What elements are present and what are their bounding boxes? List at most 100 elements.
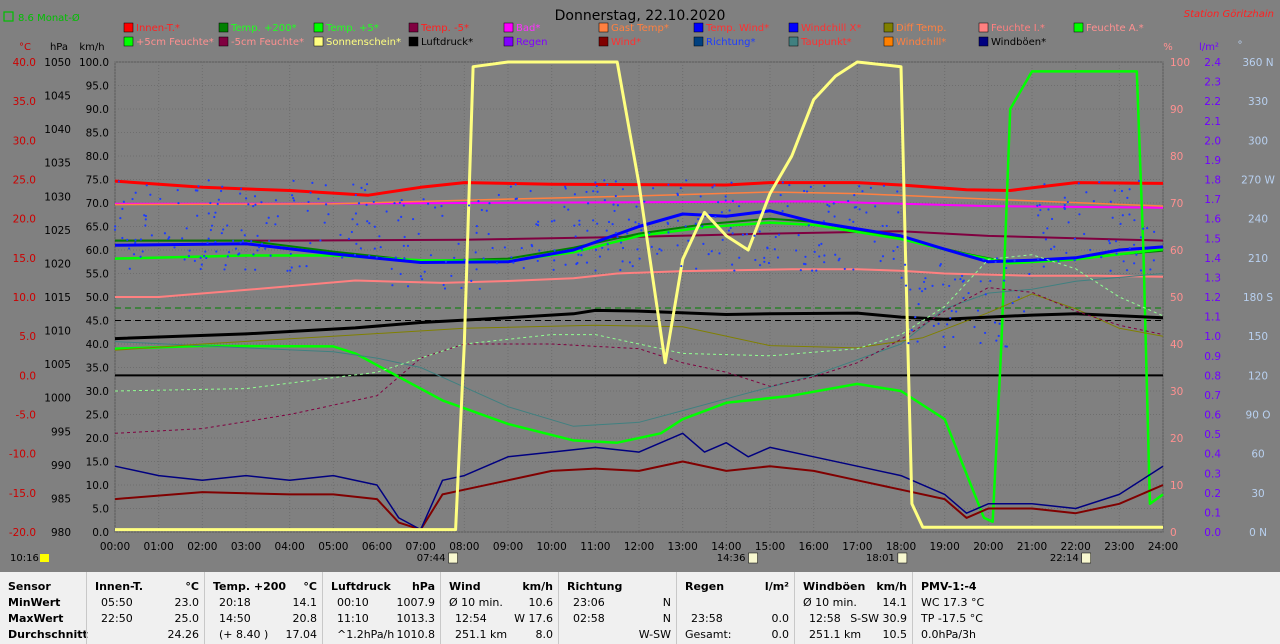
- wind-direction-dot: [984, 293, 987, 296]
- wind-direction-dot: [467, 204, 471, 207]
- legend-label: Regen: [516, 37, 548, 48]
- direction-tick-label: 0 N: [1249, 527, 1267, 539]
- x-tick-label: 18:00: [886, 541, 916, 553]
- wind-direction-dot: [603, 179, 606, 182]
- wind-direction-dot: [606, 243, 609, 246]
- wind-direction-dot: [594, 181, 597, 184]
- x-tick-label: 03:00: [231, 541, 261, 553]
- wind-direction-dot: [244, 268, 247, 271]
- wind-direction-dot: [453, 256, 456, 259]
- legend-label: +5cm Feuchte*: [136, 37, 214, 48]
- direction-tick-label: 240: [1248, 214, 1268, 226]
- wind-direction-dot: [853, 194, 856, 197]
- wind-direction-dot: [206, 241, 209, 245]
- wind-direction-dot: [807, 224, 810, 227]
- richtung-max-time: 02:58: [573, 612, 605, 625]
- wind-direction-dot: [1107, 239, 1111, 242]
- wind-direction-dot: [250, 240, 253, 243]
- wind-direction-dot: [781, 181, 784, 184]
- wind-direction-dot: [983, 331, 987, 335]
- wind-direction-dot: [1100, 256, 1103, 259]
- legend-label: Feuchte A.*: [1086, 23, 1144, 34]
- wind-direction-dot: [879, 259, 882, 263]
- wind-direction-dot: [914, 316, 917, 319]
- x-tick-label: 13:00: [668, 541, 698, 553]
- wind-direction-dot: [403, 235, 406, 239]
- series-line: [114, 273, 1164, 427]
- wind-direction-dot: [292, 197, 295, 200]
- wind-tick-label: 65.0: [86, 222, 109, 234]
- wind-direction-dot: [354, 193, 357, 197]
- wind-direction-dot: [687, 239, 690, 242]
- wind-direction-dot: [188, 249, 191, 252]
- wind-direction-dot: [290, 194, 294, 197]
- wind-direction-dot: [269, 254, 272, 257]
- wind-direction-dot: [701, 225, 704, 228]
- wind-direction-dot: [699, 195, 702, 198]
- humidity-tick-label: 40: [1170, 339, 1183, 351]
- wind-direction-dot: [731, 199, 734, 202]
- wind-direction-dot: [209, 201, 212, 205]
- wind-direction-dot: [514, 197, 517, 201]
- wind-direction-dot: [573, 224, 576, 227]
- wind-direction-dot: [576, 261, 579, 265]
- wind-direction-dot: [207, 237, 210, 240]
- wind-direction-dot: [254, 203, 257, 206]
- wind-direction-dot: [922, 280, 926, 284]
- wind-direction-dot: [776, 256, 780, 259]
- wind-direction-dot: [950, 309, 953, 313]
- wind-direction-dot: [134, 238, 137, 241]
- wind-direction-dot: [1036, 204, 1039, 207]
- regen-unit: l/m²: [764, 580, 789, 593]
- wind-direction-dot: [475, 268, 478, 271]
- rain-tick-label: 2.2: [1204, 96, 1221, 108]
- wind-direction-dot: [786, 205, 789, 208]
- legend-swatch: [693, 22, 704, 33]
- humidity-tick-label: 70: [1170, 198, 1183, 210]
- wind-direction-dot: [365, 183, 369, 186]
- wind-max-time: 12:54: [455, 612, 487, 625]
- start-time-label: 10:16: [10, 553, 39, 564]
- wind-direction-dot: [207, 179, 210, 182]
- wind-direction-dot: [400, 215, 403, 218]
- wind-direction-dot: [366, 220, 369, 223]
- temp-tick-label: 40.0: [13, 57, 36, 69]
- wind-direction-dot: [924, 277, 927, 280]
- wind-direction-dot: [243, 234, 246, 237]
- wind-direction-dot: [144, 224, 147, 227]
- wind-direction-dot: [503, 246, 506, 249]
- wind-tick-label: 70.0: [86, 198, 109, 210]
- rain-tick-label: 1.4: [1204, 253, 1221, 265]
- wind-direction-dot: [728, 209, 731, 212]
- wind-direction-dot: [1092, 200, 1095, 203]
- wind-direction-dot: [360, 186, 363, 190]
- wind-direction-dot: [397, 219, 400, 222]
- temp-tick-label: 5.0: [19, 331, 36, 343]
- x-tick-label: 06:00: [362, 541, 392, 553]
- wind-direction-dot: [245, 197, 248, 200]
- series-line: [114, 254, 1164, 392]
- wind-direction-dot: [667, 183, 670, 186]
- temp-tick-label: 30.0: [13, 135, 36, 147]
- wind-direction-dot: [1053, 245, 1056, 248]
- rain-tick-label: 1.2: [1204, 292, 1221, 304]
- wind-direction-dot: [260, 201, 263, 204]
- wind-direction-dot: [134, 241, 137, 244]
- summary-col-richtung: Richtung 23:06 N 02:58 N W-SW: [558, 572, 677, 644]
- wind-direction-dot: [614, 231, 618, 235]
- pmv-dewpoint: TP -17.5 °C: [921, 612, 983, 625]
- wind-direction-dot: [809, 185, 812, 188]
- wind-tick-label: 80.0: [86, 151, 109, 163]
- wind-direction-dot: [777, 233, 781, 236]
- time-marker-label: 22:14: [1050, 553, 1079, 564]
- wind-direction-dot: [920, 290, 924, 293]
- wind-direction-dot: [352, 183, 355, 186]
- wind-direction-dot: [1077, 182, 1080, 185]
- wind-direction-dot: [177, 202, 180, 205]
- wind-direction-dot: [592, 190, 595, 193]
- temp200-avg-note: (+ 8.40 ): [219, 628, 269, 641]
- direction-tick-label: 360 N: [1242, 57, 1273, 69]
- wind-direction-dot: [834, 253, 837, 256]
- wind-direction-dot: [828, 205, 831, 208]
- wind-direction-dot: [1152, 259, 1155, 262]
